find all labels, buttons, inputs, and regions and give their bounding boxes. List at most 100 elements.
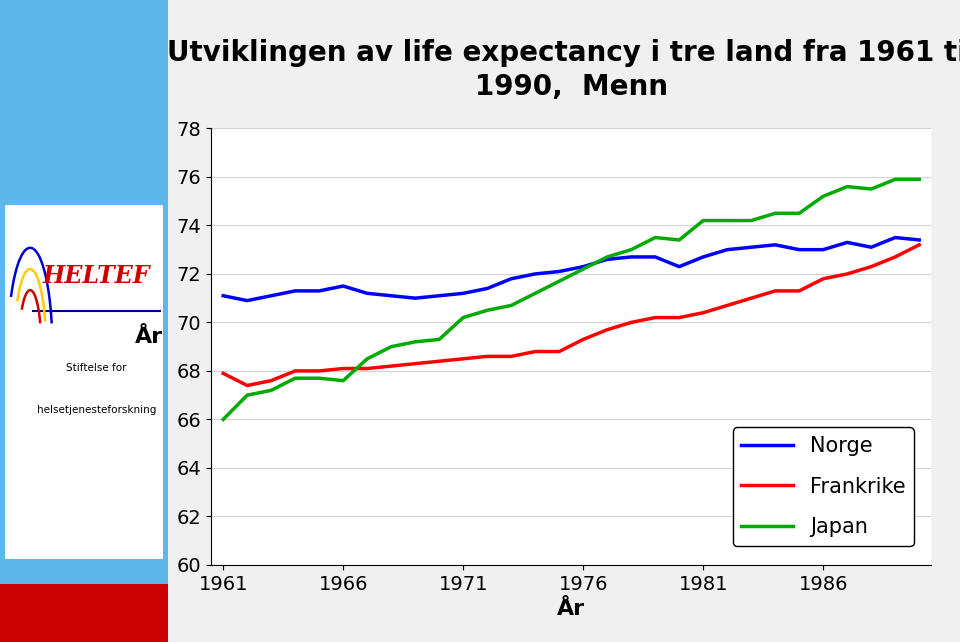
Frankrike bbox=[794, 287, 805, 295]
Norge bbox=[362, 290, 373, 297]
Norge bbox=[818, 246, 829, 254]
Norge bbox=[218, 292, 229, 300]
Norge bbox=[458, 290, 469, 297]
Text: Utviklingen av life expectancy i tre land fra 1961 til: Utviklingen av life expectancy i tre lan… bbox=[166, 39, 960, 67]
Norge bbox=[626, 253, 637, 261]
Japan bbox=[530, 290, 541, 297]
Frankrike bbox=[842, 270, 853, 278]
Frankrike bbox=[266, 377, 277, 385]
Japan bbox=[890, 175, 901, 183]
Norge bbox=[602, 256, 613, 263]
Norge bbox=[506, 275, 517, 282]
Line: Japan: Japan bbox=[224, 179, 920, 419]
Frankrike bbox=[722, 302, 733, 309]
Japan bbox=[482, 306, 493, 314]
Japan bbox=[458, 314, 469, 322]
Japan bbox=[314, 374, 325, 382]
Frankrike bbox=[362, 365, 373, 372]
Line: Norge: Norge bbox=[224, 238, 920, 300]
Japan bbox=[506, 302, 517, 309]
Japan bbox=[770, 209, 781, 217]
Frankrike bbox=[698, 309, 709, 317]
Norge bbox=[434, 292, 445, 300]
Japan bbox=[410, 338, 421, 345]
Japan bbox=[218, 415, 229, 423]
Norge bbox=[290, 287, 301, 295]
Frankrike bbox=[818, 275, 829, 282]
Norge bbox=[314, 287, 325, 295]
Japan bbox=[674, 236, 685, 244]
Norge bbox=[266, 292, 277, 300]
Text: Stiftelse for: Stiftelse for bbox=[66, 363, 127, 373]
Text: 1990,  Menn: 1990, Menn bbox=[474, 73, 668, 101]
Japan bbox=[338, 377, 349, 385]
Norge bbox=[578, 263, 589, 270]
Frankrike bbox=[482, 352, 493, 360]
Frankrike bbox=[890, 253, 901, 261]
Frankrike bbox=[746, 294, 757, 302]
Norge bbox=[866, 243, 877, 251]
Line: Frankrike: Frankrike bbox=[224, 245, 920, 385]
Text: helsetjenesteforskning: helsetjenesteforskning bbox=[37, 405, 156, 415]
Frankrike bbox=[770, 287, 781, 295]
X-axis label: År: År bbox=[557, 599, 586, 620]
Frankrike bbox=[626, 318, 637, 326]
Norge bbox=[650, 253, 661, 261]
Norge bbox=[482, 284, 493, 292]
Frankrike bbox=[914, 241, 925, 248]
Frankrike bbox=[866, 263, 877, 270]
Norge bbox=[554, 268, 565, 275]
Norge bbox=[770, 241, 781, 248]
Japan bbox=[914, 175, 925, 183]
Japan bbox=[842, 183, 853, 191]
Norge bbox=[698, 253, 709, 261]
Frankrike bbox=[458, 355, 469, 363]
Norge bbox=[722, 246, 733, 254]
Japan bbox=[746, 217, 757, 225]
Norge bbox=[746, 243, 757, 251]
Norge bbox=[338, 282, 349, 290]
Japan bbox=[602, 253, 613, 261]
Norge bbox=[914, 236, 925, 244]
Japan bbox=[578, 265, 589, 273]
Norge bbox=[674, 263, 685, 270]
Frankrike bbox=[530, 348, 541, 356]
Frankrike bbox=[218, 370, 229, 377]
Norge bbox=[410, 294, 421, 302]
Y-axis label: År: År bbox=[135, 327, 163, 347]
Frankrike bbox=[386, 362, 397, 370]
Frankrike bbox=[674, 314, 685, 322]
Frankrike bbox=[650, 314, 661, 322]
Frankrike bbox=[554, 348, 565, 356]
Norge bbox=[386, 292, 397, 300]
Japan bbox=[722, 217, 733, 225]
Frankrike bbox=[314, 367, 325, 375]
Japan bbox=[290, 374, 301, 382]
Japan bbox=[242, 392, 253, 399]
Norge bbox=[530, 270, 541, 278]
Frankrike bbox=[578, 336, 589, 343]
Japan bbox=[626, 246, 637, 254]
Norge bbox=[794, 246, 805, 254]
Text: HELTEF: HELTEF bbox=[43, 264, 151, 288]
Japan bbox=[434, 336, 445, 343]
Frankrike bbox=[338, 365, 349, 372]
Japan bbox=[266, 386, 277, 394]
Japan bbox=[386, 343, 397, 351]
Japan bbox=[818, 193, 829, 200]
Norge bbox=[242, 297, 253, 304]
Frankrike bbox=[434, 358, 445, 365]
Japan bbox=[362, 355, 373, 363]
Japan bbox=[554, 277, 565, 285]
Japan bbox=[866, 185, 877, 193]
Japan bbox=[794, 209, 805, 217]
Frankrike bbox=[602, 326, 613, 334]
Legend: Norge, Frankrike, Japan: Norge, Frankrike, Japan bbox=[732, 428, 914, 546]
Frankrike bbox=[242, 381, 253, 389]
Japan bbox=[698, 217, 709, 225]
Frankrike bbox=[506, 352, 517, 360]
Norge bbox=[842, 239, 853, 247]
Frankrike bbox=[410, 360, 421, 367]
Japan bbox=[650, 234, 661, 241]
Norge bbox=[890, 234, 901, 241]
